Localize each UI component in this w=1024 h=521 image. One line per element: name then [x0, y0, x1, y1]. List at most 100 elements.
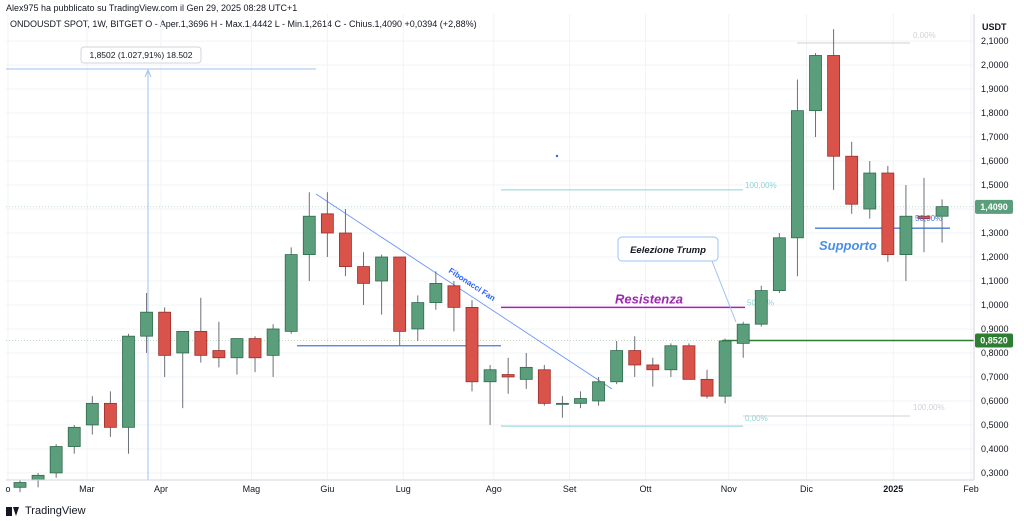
price-badge-label: 1,4090 — [980, 202, 1008, 212]
footer-brand: TradingView — [6, 503, 86, 519]
measure-label: 1,8502 (1.027,91%) 18.502 — [89, 50, 192, 60]
price-tick-label: 0,5000 — [981, 420, 1009, 430]
support-label: Supporto — [819, 238, 877, 253]
candle-body — [845, 155, 859, 205]
time-tick-label: Feb — [963, 484, 979, 494]
time-axis: o Mar Apr Mag Giu Lug Ago Set Ott Nov Dic 2025 Feb — [5, 479, 979, 494]
candle-body — [429, 282, 443, 303]
candle-body — [899, 215, 913, 256]
price-tick-label: 1,1000 — [981, 276, 1009, 286]
candle-body — [212, 350, 226, 359]
candle-body — [718, 340, 732, 397]
candle-body — [574, 398, 587, 404]
candle-body — [194, 330, 208, 356]
candle-body — [122, 335, 135, 428]
time-tick-label: Giu — [320, 484, 334, 494]
tradingview-logo-icon — [6, 506, 20, 516]
time-tick-label: Ott — [640, 484, 653, 494]
resistance-label: Resistenza — [615, 291, 683, 306]
candle-body — [13, 482, 27, 488]
candle-body — [339, 232, 352, 267]
candle-body — [31, 474, 45, 481]
price-tick-label: 0,9000 — [981, 324, 1009, 334]
candle-body — [393, 256, 407, 332]
symbol-ohlc-line: ONDOUSDT SPOT, 1W, BITGET O - Aper.1,369… — [10, 19, 477, 29]
candle-body — [664, 345, 678, 371]
measure-arrow-icon — [144, 68, 152, 78]
time-tick-label: Mag — [243, 484, 261, 494]
price-tick-label: 1,8000 — [981, 108, 1009, 118]
price-tick-label: 1,6000 — [981, 156, 1009, 166]
price-tick-label: 0,8000 — [981, 348, 1009, 358]
price-tick-label: 1,5000 — [981, 180, 1009, 190]
candle-body — [411, 302, 425, 330]
price-badge-label: 0,8520 — [980, 335, 1008, 345]
published-by-line: Alex975 ha pubblicato su TradingView.com… — [6, 3, 298, 13]
candle-body — [772, 237, 786, 291]
marker-dot — [555, 154, 559, 158]
footer-brand-label: TradingView — [25, 505, 86, 517]
candle-body — [230, 338, 244, 359]
time-tick-label: Nov — [721, 484, 738, 494]
price-tick-label: 1,9000 — [981, 84, 1009, 94]
price-tick-label: 1,0000 — [981, 300, 1009, 310]
candle-body — [483, 369, 497, 383]
candle-body — [754, 290, 768, 325]
candle-body — [628, 350, 642, 366]
candle-body — [537, 369, 551, 404]
candle-body — [791, 110, 804, 239]
candle-body — [519, 366, 533, 380]
candlestick-series — [13, 29, 949, 493]
fib2-level-100-label: 100,00% — [913, 403, 945, 412]
time-tick-label: Lug — [396, 484, 411, 494]
price-tick-label: 1,2000 — [981, 252, 1009, 262]
time-tick-label: Apr — [154, 484, 168, 494]
candle-body — [700, 378, 714, 397]
callout-box — [617, 236, 719, 262]
candle-body — [465, 306, 479, 383]
callout-label: Eelezione Trump — [630, 245, 706, 256]
candle-body — [682, 345, 696, 380]
candle-body — [646, 364, 660, 371]
price-tick-label: 0,7000 — [981, 372, 1009, 382]
candle-body — [104, 402, 117, 428]
candle-body — [809, 55, 822, 112]
fib-fan-line — [315, 193, 613, 390]
symbol-name: ONDOUSDT SPOT, 1W, BITGET — [10, 19, 143, 29]
fib-level-0-label: 0,00% — [745, 414, 768, 423]
price-tick-label: 0,3000 — [981, 468, 1009, 478]
price-badge — [975, 333, 1013, 348]
time-tick-label: Mar — [79, 484, 95, 494]
candle-body — [85, 402, 99, 426]
time-tick-label: o — [5, 484, 10, 494]
candle-body — [592, 381, 605, 402]
time-tick-label: Dic — [800, 484, 813, 494]
candle-body — [610, 350, 624, 383]
candle-body — [266, 328, 280, 356]
time-tick-label: Set — [563, 484, 577, 494]
candle-body — [881, 172, 895, 256]
fib2-level-0-label: 0,00% — [913, 31, 936, 40]
candle-body — [935, 206, 949, 217]
fib-level-50-label: 50,00% — [915, 214, 942, 223]
candle-body — [827, 55, 840, 157]
price-tick-label: 1,7000 — [981, 132, 1009, 142]
chart-grid — [6, 14, 974, 480]
price-tick-label: 0,6000 — [981, 396, 1009, 406]
candle-body — [140, 311, 153, 337]
candle-body — [49, 446, 63, 474]
price-tick-label: 2,1000 — [981, 36, 1009, 46]
price-tick-label: 0,4000 — [981, 444, 1009, 454]
candle-body — [284, 254, 298, 332]
currency-label: USDT — [982, 22, 1007, 32]
candle-body — [248, 338, 262, 359]
price-axis: 0,3000 0,4000 0,5000 0,6000 0,7000 0,8000 0,90… — [973, 14, 1013, 480]
candle-body — [863, 172, 877, 210]
candle-body — [917, 215, 931, 220]
candle-body — [320, 213, 334, 234]
callout-pointer — [711, 260, 737, 323]
ohlc-values: O - Aper.1,3696 H - Max.1,4442 L - Min.1… — [145, 19, 477, 29]
candle-body — [556, 402, 569, 405]
measure-label-box — [80, 46, 202, 64]
